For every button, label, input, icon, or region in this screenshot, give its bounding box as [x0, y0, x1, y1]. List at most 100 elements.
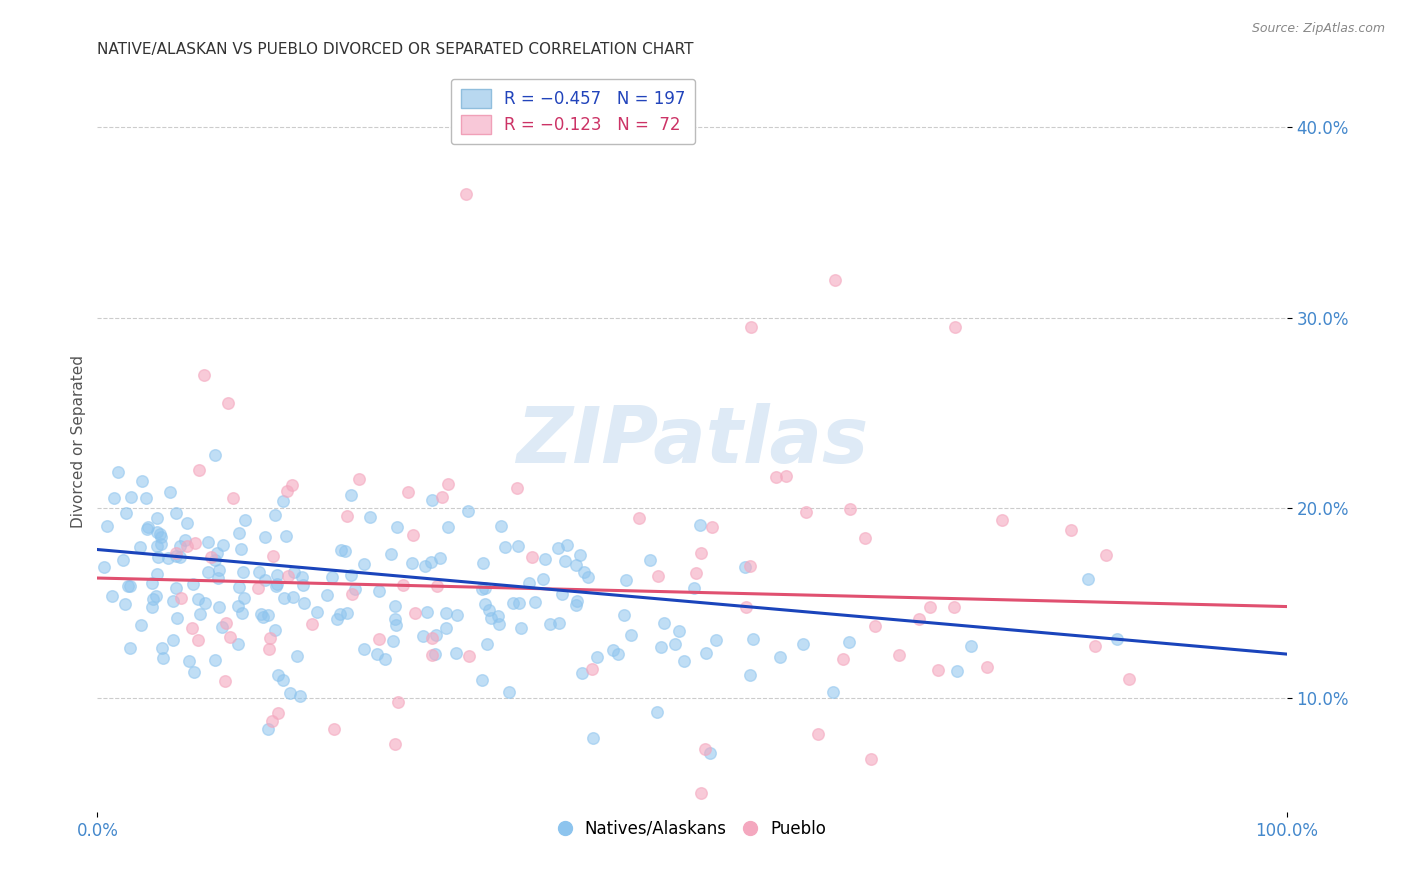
Point: [103, 491, 125, 506]
Point: [131, 474, 153, 488]
Point: [690, 786, 713, 800]
Point: [204, 553, 226, 567]
Point: [262, 714, 284, 729]
Point: [517, 576, 540, 591]
Point: [267, 668, 290, 682]
Point: [533, 551, 555, 566]
Point: [329, 607, 352, 621]
Point: [437, 476, 460, 491]
Point: [188, 607, 211, 622]
Point: [176, 516, 198, 531]
Point: [554, 554, 576, 568]
Point: [430, 490, 453, 504]
Point: [197, 566, 219, 580]
Point: [219, 631, 242, 645]
Point: [344, 582, 367, 597]
Point: [156, 551, 179, 566]
Point: [197, 535, 219, 549]
Point: [474, 581, 496, 595]
Point: [266, 577, 288, 591]
Text: NATIVE/ALASKAN VS PUEBLO DIVORCED OR SEPARATED CORRELATION CHART: NATIVE/ALASKAN VS PUEBLO DIVORCED OR SEP…: [97, 42, 693, 57]
Point: [129, 618, 152, 632]
Point: [401, 556, 423, 570]
Point: [266, 568, 288, 582]
Point: [374, 651, 396, 665]
Point: [471, 673, 494, 687]
Point: [118, 579, 141, 593]
Point: [165, 549, 187, 563]
Point: [141, 592, 163, 607]
Point: [1077, 572, 1099, 586]
Point: [366, 647, 388, 661]
Point: [426, 579, 449, 593]
Point: [259, 642, 281, 657]
Point: [396, 485, 419, 500]
Point: [927, 663, 949, 677]
Point: [734, 559, 756, 574]
Point: [664, 637, 686, 651]
Point: [273, 673, 295, 688]
Point: [271, 494, 294, 508]
Point: [176, 539, 198, 553]
Point: [423, 648, 446, 662]
Point: [120, 490, 142, 504]
Point: [792, 637, 814, 651]
Point: [672, 654, 695, 668]
Point: [247, 582, 270, 596]
Point: [581, 662, 603, 676]
Point: [149, 526, 172, 541]
Point: [200, 549, 222, 564]
Point: [291, 578, 314, 592]
Point: [211, 620, 233, 634]
Point: [887, 648, 910, 663]
Point: [291, 570, 314, 584]
Point: [280, 478, 302, 492]
Point: [420, 555, 443, 569]
Point: [181, 577, 204, 591]
Point: [184, 536, 207, 550]
Point: [257, 607, 280, 622]
Point: [207, 546, 229, 560]
Point: [524, 595, 547, 609]
Point: [586, 649, 609, 664]
Point: [472, 556, 495, 570]
Point: [273, 591, 295, 606]
Text: ZIPatlas: ZIPatlas: [516, 403, 868, 479]
Point: [353, 557, 375, 571]
Point: [118, 640, 141, 655]
Point: [226, 599, 249, 613]
Point: [422, 632, 444, 646]
Point: [305, 605, 328, 619]
Point: [262, 549, 284, 564]
Point: [668, 624, 690, 639]
Point: [650, 640, 672, 655]
Point: [457, 504, 479, 518]
Point: [434, 606, 457, 620]
Point: [285, 649, 308, 664]
Point: [194, 596, 217, 610]
Point: [159, 484, 181, 499]
Point: [479, 611, 502, 625]
Point: [699, 746, 721, 760]
Point: [339, 488, 361, 502]
Point: [165, 581, 187, 595]
Point: [695, 646, 717, 660]
Point: [183, 665, 205, 679]
Point: [831, 652, 853, 666]
Point: [214, 616, 236, 631]
Point: [839, 502, 862, 516]
Point: [606, 647, 628, 661]
Point: [565, 558, 588, 572]
Point: [509, 621, 531, 635]
Point: [508, 596, 530, 610]
Point: [959, 639, 981, 653]
Point: [136, 519, 159, 533]
Point: [253, 531, 276, 545]
Point: [420, 492, 443, 507]
Point: [796, 505, 818, 519]
Point: [226, 637, 249, 651]
Point: [769, 649, 792, 664]
Point: [217, 396, 239, 410]
Point: [454, 186, 477, 201]
Point: [321, 570, 343, 584]
